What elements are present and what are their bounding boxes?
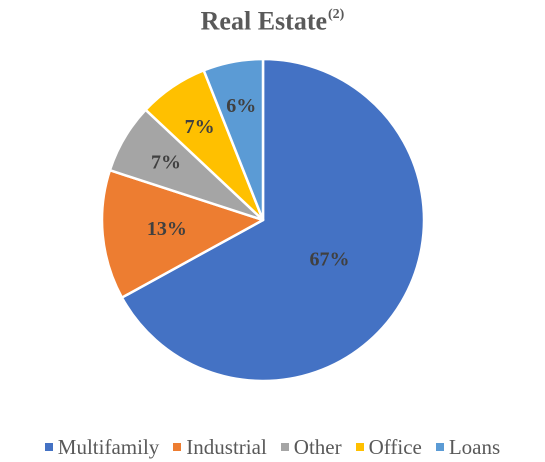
slice-label-other: 7% [151, 152, 181, 174]
legend-item-other: Other [280, 434, 342, 460]
legend-swatch [355, 443, 364, 451]
pie-slice-loans [202, 57, 265, 222]
legend-item-loans: Loans [435, 434, 501, 460]
slice-label-office: 7% [185, 116, 215, 138]
pie-chart: 67% 13% 7%7% 6% [100, 57, 426, 383]
legend-label: Other [293, 434, 342, 459]
slice-label-industrial: 13% [147, 218, 187, 240]
chart-title-footnote: (2) [328, 7, 345, 22]
legend-label: Multifamily [57, 434, 160, 459]
legend-label: Loans [448, 434, 501, 459]
legend-item-office: Office [355, 434, 422, 460]
legend-item-multifamily: Multifamily [44, 434, 160, 460]
legend-swatch [280, 443, 289, 451]
legend-label: Office [368, 434, 422, 459]
chart-title: Real Estate(2) [0, 0, 545, 39]
pie-slice-industrial [100, 168, 265, 299]
slice-label-multifamily: 67% [310, 248, 350, 270]
legend-item-industrial: Industrial [173, 434, 267, 460]
slice-label-loans: 6% [226, 95, 256, 117]
legend-swatch [435, 443, 444, 451]
legend-label: Industrial [186, 434, 267, 459]
pie-slice-multifamily [120, 57, 426, 383]
legend-swatch [44, 443, 53, 451]
chart-title-text: Real Estate [200, 6, 328, 36]
legend-swatch [173, 443, 182, 451]
chart-legend: Multifamily Industrial Other Office Loans [0, 434, 545, 460]
